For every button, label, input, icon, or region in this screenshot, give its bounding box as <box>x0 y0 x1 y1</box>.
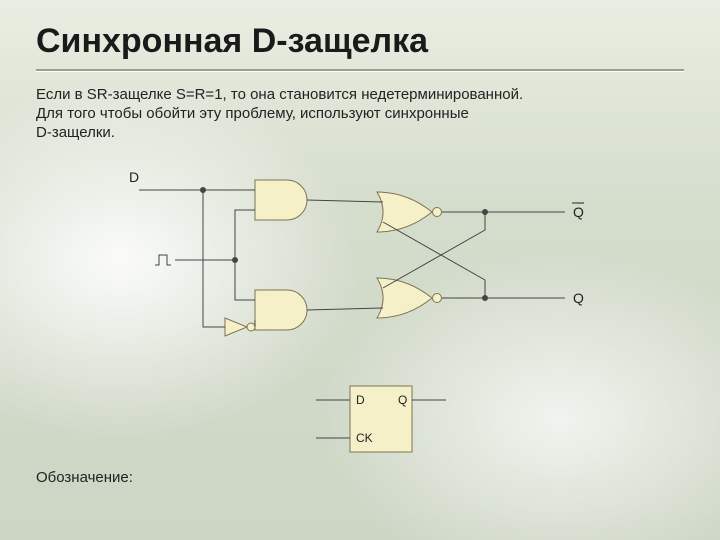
inverter <box>225 318 247 336</box>
label-qbar: Q <box>573 204 584 220</box>
body-line-3: D-защелки. <box>36 124 115 141</box>
slide-title: Синхронная D-защелка <box>36 22 684 61</box>
label-d: D <box>129 169 139 185</box>
slide-body: Если в SR-защелке S=R=1, то она становит… <box>36 86 684 142</box>
label-q: Q <box>573 290 584 306</box>
symbol-label-d: D <box>356 393 365 407</box>
d-latch-symbol: D CK Q <box>295 376 485 466</box>
inverter-bubble <box>247 323 255 331</box>
symbol-label-ck: CK <box>356 431 373 445</box>
and-gate-top <box>255 180 307 220</box>
symbol-label-q: Q <box>398 393 407 407</box>
and-gate-bottom <box>255 290 307 330</box>
nor-gate-top <box>377 192 432 232</box>
d-latch-circuit-diagram: D Q Q <box>125 162 595 362</box>
nor-bubble-bottom <box>433 294 442 303</box>
wire-and2-to-nor2 <box>307 308 383 310</box>
wire-d-to-inverter <box>203 190 225 327</box>
wire-clock-to-and1 <box>235 210 255 260</box>
clock-pulse-icon <box>155 255 171 265</box>
nor-bubble-top <box>433 208 442 217</box>
body-line-1: Если в SR-защелке S=R=1, то она становит… <box>36 86 523 103</box>
body-line-2: Для того чтобы обойти эту проблему, испо… <box>36 105 469 122</box>
wire-clock-to-and2 <box>235 260 255 300</box>
legend-label: Обозначение: <box>36 469 133 486</box>
title-rule <box>36 69 684 72</box>
nor-gate-bottom <box>377 278 432 318</box>
wire-and1-to-nor1 <box>307 200 383 202</box>
